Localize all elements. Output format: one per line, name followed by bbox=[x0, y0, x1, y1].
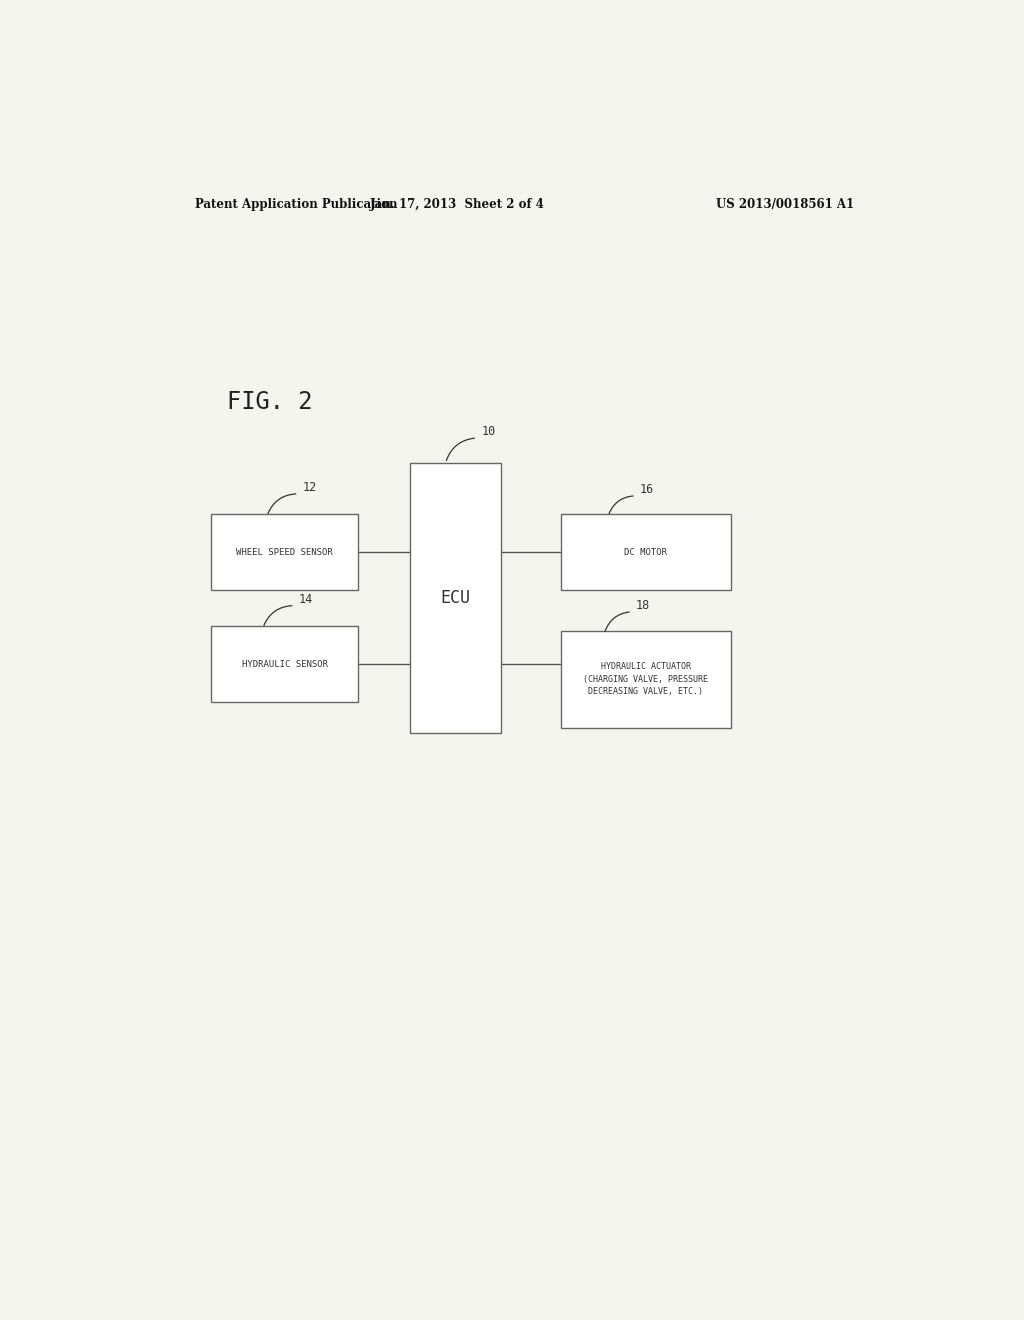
Text: Jan. 17, 2013  Sheet 2 of 4: Jan. 17, 2013 Sheet 2 of 4 bbox=[370, 198, 545, 211]
Bar bbox=[560, 631, 731, 727]
Text: ECU: ECU bbox=[440, 589, 470, 607]
Text: HYDRAULIC ACTUATOR
(CHARGING VALVE, PRESSURE
DECREASING VALVE, ETC.): HYDRAULIC ACTUATOR (CHARGING VALVE, PRES… bbox=[584, 663, 709, 697]
Text: WHEEL SPEED SENSOR: WHEEL SPEED SENSOR bbox=[237, 548, 333, 557]
Text: DC MOTOR: DC MOTOR bbox=[625, 548, 668, 557]
Bar bbox=[211, 626, 358, 702]
Text: US 2013/0018561 A1: US 2013/0018561 A1 bbox=[716, 198, 854, 211]
Text: 14: 14 bbox=[299, 593, 313, 606]
Text: 10: 10 bbox=[481, 425, 496, 438]
Text: 12: 12 bbox=[303, 480, 316, 494]
Text: Patent Application Publication: Patent Application Publication bbox=[196, 198, 398, 211]
Bar bbox=[410, 463, 501, 733]
Bar bbox=[211, 515, 358, 590]
Text: 16: 16 bbox=[640, 483, 654, 496]
Text: 18: 18 bbox=[636, 599, 650, 611]
Text: FIG. 2: FIG. 2 bbox=[227, 391, 312, 414]
Text: HYDRAULIC SENSOR: HYDRAULIC SENSOR bbox=[242, 660, 328, 668]
Bar bbox=[560, 515, 731, 590]
